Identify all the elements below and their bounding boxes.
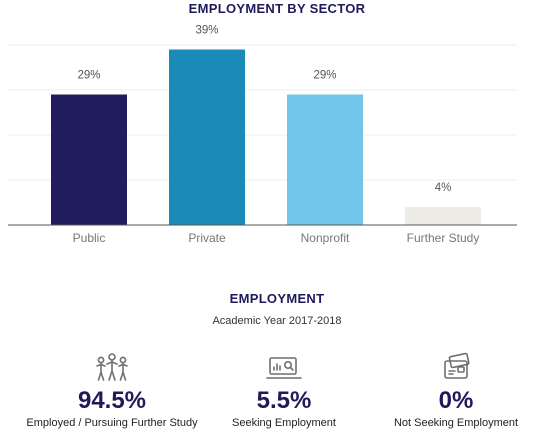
x-tick-label: Nonprofit bbox=[301, 231, 350, 245]
chart-title: EMPLOYMENT BY SECTOR bbox=[188, 1, 366, 16]
wallet-cards-icon bbox=[364, 352, 548, 382]
bar-chart: 29% Public 39% Private 29% Nonprofit 4% Further… bbox=[8, 25, 517, 245]
stat-value: 94.5% bbox=[77, 387, 147, 414]
data-label: 29% bbox=[313, 70, 336, 82]
stat-label: Seeking Employment bbox=[232, 417, 336, 429]
bar-private bbox=[169, 49, 245, 225]
x-tick-label: Further Study bbox=[407, 231, 480, 245]
bar-public bbox=[51, 94, 127, 225]
employment-title: EMPLOYMENT bbox=[229, 291, 325, 306]
x-tick-label: Public bbox=[73, 231, 106, 245]
stat-value: 0% bbox=[438, 387, 474, 414]
x-tick-label: Private bbox=[188, 231, 226, 245]
bar-nonprofit bbox=[287, 94, 363, 225]
data-label: 39% bbox=[195, 25, 218, 37]
employment-subtitle: Academic Year 2017-2018 bbox=[212, 315, 342, 327]
data-label: 29% bbox=[77, 70, 100, 82]
data-label: 4% bbox=[435, 182, 452, 194]
computer-search-icon bbox=[192, 352, 376, 382]
stat-employed: 94.5% Employed / Pursuing Further Study bbox=[20, 352, 204, 429]
stat-label: Not Seeking Employment bbox=[393, 417, 519, 429]
bar-further-study bbox=[405, 207, 481, 225]
people-group-icon bbox=[20, 352, 204, 382]
stat-label: Employed / Pursuing Further Study bbox=[26, 417, 198, 429]
stat-not-seeking: 0% Not Seeking Employment bbox=[364, 352, 548, 429]
stat-seeking: 5.5% Seeking Employment bbox=[192, 352, 376, 429]
stat-value: 5.5% bbox=[256, 387, 312, 414]
